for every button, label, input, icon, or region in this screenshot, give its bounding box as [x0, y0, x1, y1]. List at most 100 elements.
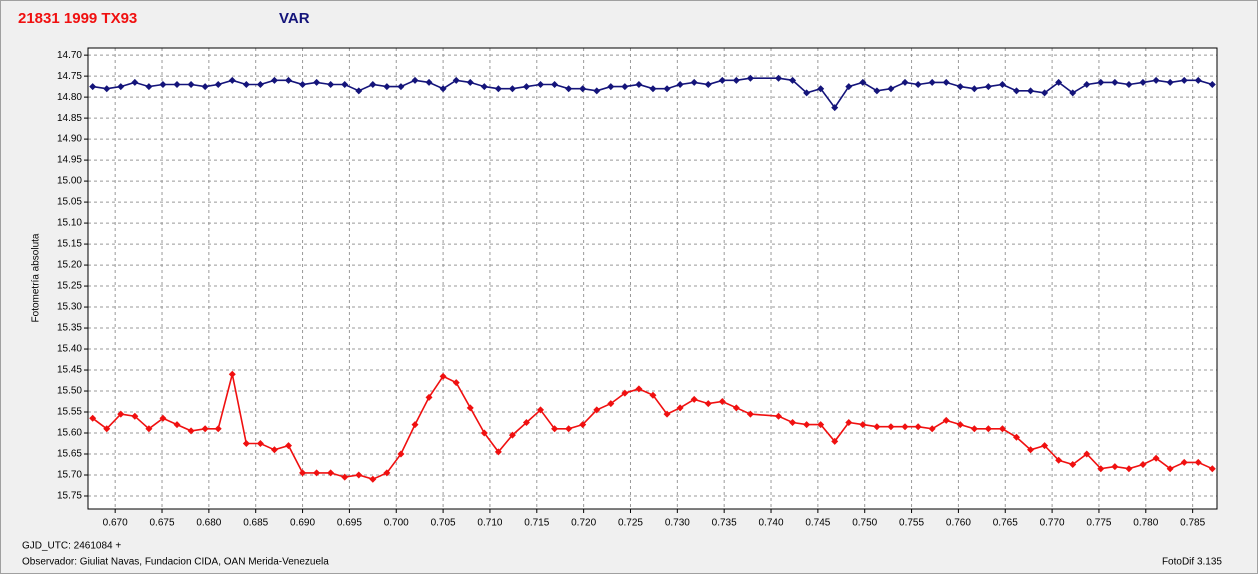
data-point [817, 421, 825, 429]
data-point [732, 76, 740, 84]
x-tick-label: 0.725 [618, 518, 643, 529]
data-point [1208, 465, 1216, 473]
data-point [1111, 78, 1119, 86]
data-point [635, 385, 643, 393]
data-point [201, 425, 209, 433]
data-point [117, 410, 125, 418]
series-title-1: 21831 1999 TX93 [18, 10, 137, 27]
data-point [299, 469, 307, 477]
data-point [1069, 89, 1077, 97]
data-point [537, 81, 545, 89]
y-tick-label: 15.55 [57, 407, 82, 418]
data-point [466, 404, 474, 412]
plot-border [87, 47, 1218, 510]
data-point [369, 475, 377, 483]
data-point [621, 389, 629, 397]
data-point [452, 76, 460, 84]
data-point [859, 78, 867, 86]
data-point [173, 421, 181, 429]
data-point [201, 83, 209, 91]
y-tick-label: 14.95 [57, 155, 82, 166]
data-point [635, 81, 643, 89]
data-point [131, 412, 139, 420]
y-tick-label: 15.20 [57, 260, 82, 271]
data-point [984, 83, 992, 91]
x-tick-label: 0.740 [759, 518, 784, 529]
data-point [1125, 81, 1133, 89]
x-tick-label: 0.770 [1040, 518, 1065, 529]
data-point [270, 76, 278, 84]
data-point [383, 83, 391, 91]
data-point [845, 83, 853, 91]
y-tick-label: 15.25 [57, 281, 82, 292]
y-tick-label: 15.40 [57, 344, 82, 355]
data-point [1041, 442, 1049, 450]
x-tick-label: 0.675 [150, 518, 175, 529]
data-point [103, 425, 111, 433]
x-tick-label: 0.710 [477, 518, 502, 529]
data-point [956, 83, 964, 91]
data-point [775, 412, 783, 420]
data-point [439, 372, 447, 380]
data-point [901, 78, 909, 86]
y-tick-label: 15.65 [57, 449, 82, 460]
data-point [887, 423, 895, 431]
data-point [1166, 465, 1174, 473]
data-point [928, 78, 936, 86]
data-point [341, 473, 349, 481]
data-point [579, 421, 587, 429]
data-point [1012, 433, 1020, 441]
data-point [1139, 78, 1147, 86]
data-point [593, 87, 601, 95]
data-point [425, 393, 433, 401]
x-tick-label: 0.670 [103, 518, 128, 529]
data-point [494, 85, 502, 93]
data-point [551, 425, 559, 433]
data-point [522, 419, 530, 427]
data-point [817, 85, 825, 93]
data-point [565, 425, 573, 433]
data-point [690, 78, 698, 86]
data-point [1012, 87, 1020, 95]
data-point [327, 81, 335, 89]
data-point [341, 81, 349, 89]
data-point [1139, 460, 1147, 468]
data-point [214, 81, 222, 89]
data-point [887, 85, 895, 93]
x-tick-label: 0.720 [571, 518, 596, 529]
data-point [984, 425, 992, 433]
data-point [859, 421, 867, 429]
data-point [173, 81, 181, 89]
data-point [831, 437, 839, 445]
y-tick-label: 15.70 [57, 470, 82, 481]
y-tick-label: 15.15 [57, 239, 82, 250]
data-point [789, 76, 797, 84]
data-point [1194, 458, 1202, 466]
data-point [998, 81, 1006, 89]
data-point [411, 421, 419, 429]
data-point [355, 471, 363, 479]
data-point [1208, 81, 1216, 89]
data-point [956, 421, 964, 429]
x-tick-label: 0.750 [852, 518, 877, 529]
x-tick-label: 0.745 [805, 518, 830, 529]
y-tick-label: 15.60 [57, 428, 82, 439]
data-point [732, 404, 740, 412]
data-point [914, 423, 922, 431]
data-point [313, 78, 321, 86]
x-tick-label: 0.780 [1133, 518, 1158, 529]
data-point [789, 419, 797, 427]
data-point [369, 81, 377, 89]
x-tick-label: 0.760 [946, 518, 971, 529]
data-point [607, 400, 615, 408]
x-tick-label: 0.690 [290, 518, 315, 529]
data-point [914, 81, 922, 89]
x-tick-label: 0.765 [993, 518, 1018, 529]
footer-gjd: GJD_UTC: 2461084 + [22, 541, 121, 552]
data-point [621, 83, 629, 91]
data-point [663, 85, 671, 93]
data-point [411, 76, 419, 84]
data-point [1027, 446, 1035, 454]
data-point [145, 425, 153, 433]
data-point [383, 469, 391, 477]
